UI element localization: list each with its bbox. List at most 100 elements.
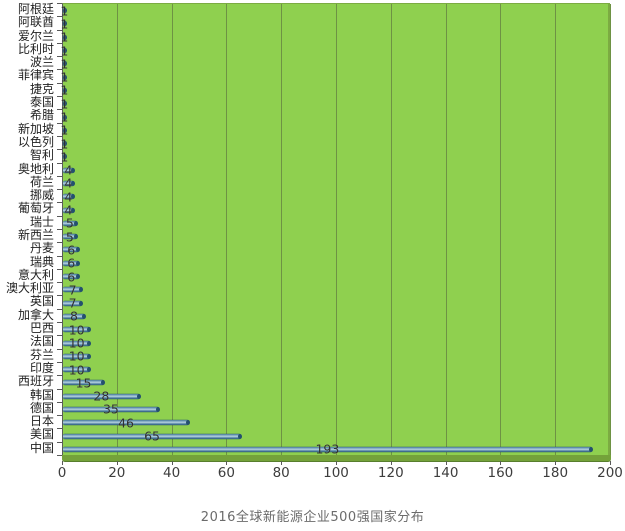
gridline-x-160 bbox=[500, 4, 502, 455]
category-label: 意大利 bbox=[17, 267, 54, 282]
y-axis-tick bbox=[57, 242, 62, 244]
category-label: 瑞典 bbox=[29, 254, 54, 269]
bar bbox=[63, 260, 81, 266]
category-label: 巴西 bbox=[29, 321, 54, 336]
bar bbox=[63, 433, 243, 439]
category-label: 新加坡 bbox=[17, 121, 54, 136]
y-axis-tick bbox=[57, 428, 62, 430]
value-label: 1 bbox=[60, 43, 69, 59]
value-label: 10 bbox=[68, 335, 85, 351]
bar bbox=[63, 21, 67, 27]
y-axis-tick bbox=[57, 388, 62, 390]
x-axis-tick bbox=[500, 461, 502, 465]
y-axis-tick bbox=[57, 135, 62, 137]
value-label: 5 bbox=[65, 215, 74, 231]
bar bbox=[63, 34, 67, 40]
bar bbox=[63, 327, 92, 333]
value-label: 1 bbox=[60, 136, 69, 152]
y-axis-tick bbox=[57, 255, 62, 257]
bar bbox=[63, 8, 67, 14]
value-label: 4 bbox=[64, 162, 73, 178]
category-label: 捷克 bbox=[29, 81, 54, 96]
gridline-x-140 bbox=[445, 4, 447, 455]
value-label: 1 bbox=[60, 109, 69, 125]
value-label: 10 bbox=[68, 348, 85, 364]
gridline-x-200 bbox=[610, 4, 611, 455]
value-label: 1 bbox=[60, 82, 69, 98]
category-label: 芬兰 bbox=[29, 347, 54, 362]
gridline-x-80 bbox=[281, 4, 283, 455]
x-axis-tick bbox=[116, 461, 118, 465]
value-label: 7 bbox=[68, 295, 77, 311]
category-label: 挪威 bbox=[29, 188, 54, 203]
value-label: 1 bbox=[60, 16, 69, 32]
bar bbox=[63, 446, 593, 452]
bar bbox=[63, 420, 191, 426]
value-label: 6 bbox=[67, 255, 76, 271]
bar bbox=[63, 220, 78, 226]
y-axis-tick bbox=[57, 335, 62, 337]
y-axis-tick bbox=[57, 122, 62, 124]
x-axis-tick bbox=[171, 461, 173, 465]
value-label: 6 bbox=[67, 242, 76, 258]
category-label: 印度 bbox=[29, 360, 54, 375]
value-label: 1 bbox=[60, 122, 69, 138]
y-axis-tick bbox=[57, 308, 62, 310]
value-label: 46 bbox=[118, 415, 134, 431]
category-label: 比利时 bbox=[17, 41, 54, 56]
category-label: 德国 bbox=[29, 400, 54, 415]
category-label: 加拿大 bbox=[17, 307, 54, 322]
chart-title: 2016全球新能源企业500强国家分布 bbox=[200, 510, 425, 525]
bar bbox=[63, 274, 81, 280]
y-axis-tick bbox=[57, 215, 62, 217]
y-axis-tick bbox=[57, 149, 62, 151]
bar bbox=[63, 127, 67, 133]
y-axis-tick bbox=[57, 16, 62, 18]
x-axis-tick bbox=[281, 461, 283, 465]
y-axis-tick bbox=[57, 441, 62, 443]
category-label: 希腊 bbox=[29, 108, 54, 123]
x-axis-tick-label: 160 bbox=[487, 465, 514, 481]
x-axis-tick bbox=[445, 461, 447, 465]
value-label: 15 bbox=[75, 375, 92, 391]
category-label: 西班牙 bbox=[17, 374, 54, 389]
x-axis-tick bbox=[390, 461, 392, 465]
category-label: 以色列 bbox=[17, 134, 54, 149]
value-label: 4 bbox=[64, 189, 73, 205]
value-label: 4 bbox=[64, 202, 73, 218]
y-axis-tick bbox=[57, 268, 62, 270]
bar bbox=[63, 87, 67, 93]
bar bbox=[63, 406, 160, 412]
bar bbox=[63, 300, 84, 306]
bar bbox=[63, 353, 92, 359]
category-label: 法国 bbox=[29, 334, 54, 349]
gridline-x-100 bbox=[336, 4, 337, 455]
category-label: 阿联酋 bbox=[17, 15, 54, 30]
category-label: 瑞士 bbox=[29, 214, 54, 229]
value-label: 1 bbox=[60, 149, 69, 165]
y-axis-tick bbox=[57, 56, 62, 58]
y-axis-tick bbox=[57, 415, 62, 417]
value-label: 1 bbox=[60, 69, 69, 85]
bar bbox=[63, 234, 78, 240]
y-axis-tick bbox=[57, 361, 62, 363]
value-label: 35 bbox=[102, 401, 119, 417]
bar bbox=[63, 393, 141, 399]
category-label: 荷兰 bbox=[29, 174, 54, 189]
bar bbox=[63, 141, 67, 147]
x-axis-tick-label: 20 bbox=[108, 465, 126, 481]
x-axis-tick-label: 140 bbox=[432, 465, 459, 481]
bar bbox=[63, 114, 67, 120]
value-label: 65 bbox=[144, 428, 160, 444]
category-label: 新西兰 bbox=[17, 228, 54, 242]
category-label: 葡萄牙 bbox=[17, 201, 54, 216]
x-axis-tick bbox=[336, 461, 337, 465]
category-label: 奥地利 bbox=[17, 161, 54, 176]
value-label: 1 bbox=[60, 96, 69, 112]
value-label: 193 bbox=[315, 441, 340, 457]
x-axis-tick-label: 200 bbox=[597, 465, 623, 481]
y-axis-tick bbox=[57, 295, 62, 297]
y-axis-tick bbox=[57, 29, 62, 31]
bar bbox=[63, 207, 75, 213]
x-axis-tick-label: 180 bbox=[542, 465, 569, 481]
